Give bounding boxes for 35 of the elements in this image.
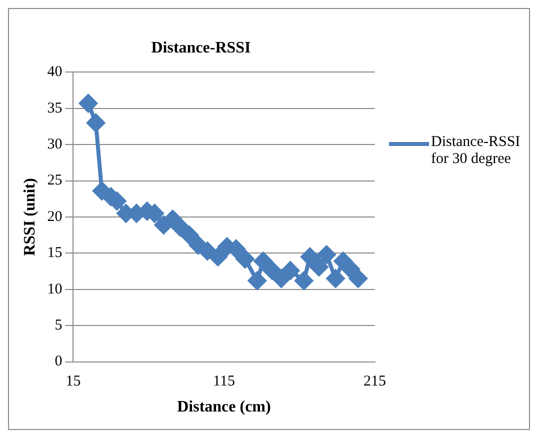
x-tick-label: 115	[213, 374, 235, 390]
point	[180, 226, 198, 244]
point	[86, 114, 105, 132]
x-axis-title: Distance (cm)	[177, 398, 271, 416]
point	[281, 262, 300, 280]
chart-title: Distance-RSSI	[151, 40, 251, 57]
y-tick-label: 15	[47, 245, 62, 262]
y-axis-title: RSSI (unit)	[22, 178, 39, 256]
legend-label: Distance-RSSI for 30 degree	[431, 134, 522, 168]
point	[294, 272, 313, 290]
point	[349, 270, 368, 288]
y-tick-label: 40	[47, 64, 62, 80]
y-tick-label: 20	[47, 208, 62, 225]
point	[263, 262, 282, 280]
y-tick-label: 10	[47, 281, 62, 298]
point	[318, 246, 336, 264]
y-tick-label: 25	[47, 172, 62, 189]
y-tick-label: 0	[54, 354, 62, 370]
y-tick-label: 35	[47, 100, 62, 116]
y-tick-label: 30	[47, 136, 62, 153]
point	[171, 218, 190, 236]
point	[208, 248, 227, 266]
point	[310, 258, 328, 276]
point	[342, 260, 360, 278]
point	[236, 250, 254, 268]
point	[248, 272, 266, 290]
x-tick-label: 15	[66, 374, 81, 390]
y-tick-label: 5	[54, 318, 62, 334]
point	[254, 252, 272, 270]
point	[326, 270, 345, 288]
point	[272, 270, 290, 288]
point	[79, 94, 98, 112]
point	[300, 248, 319, 266]
x-tick-label: 215	[364, 374, 386, 390]
point	[198, 242, 216, 260]
